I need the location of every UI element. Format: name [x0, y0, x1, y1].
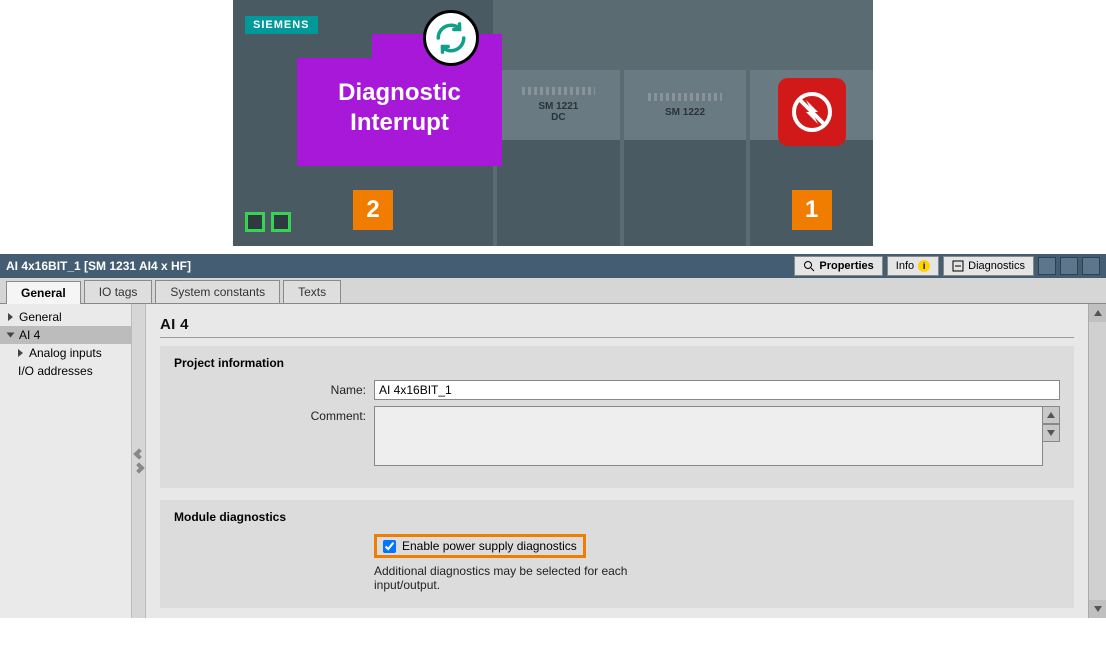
no-power-icon [778, 78, 846, 146]
io-module-slot[interactable]: SM 1221DC [497, 0, 620, 246]
enable-power-diag-highlight: Enable power supply diagnostics [374, 534, 586, 558]
module-diag-note: Additional diagnostics may be selected f… [374, 564, 674, 592]
module-label: SM 1222 [665, 107, 705, 118]
module-diag-heading: Module diagnostics [174, 510, 1060, 524]
brand-label: SIEMENS [245, 16, 318, 34]
name-label: Name: [174, 380, 374, 397]
window-max-button[interactable] [1082, 257, 1100, 275]
cpu-ports [245, 212, 291, 232]
chevron-right-icon [8, 313, 13, 321]
inspector-titlebar: AI 4x16BIT_1 [SM 1231 AI4 x HF] Properti… [0, 254, 1106, 278]
ethernet-port[interactable] [245, 212, 265, 232]
tab-texts[interactable]: Texts [283, 280, 341, 303]
io-module-slot[interactable]: SM 1222 [624, 0, 747, 246]
callout-number-1: 1 [792, 190, 832, 230]
section-title: AI 4 [160, 312, 1074, 338]
chevron-right-icon [18, 349, 23, 357]
nav-item-io-addresses[interactable]: I/O addresses [0, 362, 131, 380]
module-label: SM 1221 [538, 101, 578, 112]
properties-content: AI 4 Project information Name: Comment: [146, 304, 1088, 618]
properties-nav: General AI 4 Analog inputs I/O addresses [0, 304, 132, 618]
properties-button[interactable]: Properties [794, 256, 882, 276]
chevron-down-icon [7, 333, 15, 338]
callout-line2: Interrupt [350, 109, 449, 136]
content-scrollbar[interactable] [1088, 304, 1106, 618]
scroll-up-icon[interactable] [1089, 304, 1106, 322]
recycle-arrows-icon [423, 10, 479, 66]
enable-power-diag-checkbox[interactable] [383, 540, 396, 553]
info-icon: i [918, 260, 930, 272]
io-module-slot[interactable]: 1 [750, 0, 873, 246]
window-layout-button[interactable] [1038, 257, 1056, 275]
ethernet-port[interactable] [271, 212, 291, 232]
tab-io-tags[interactable]: IO tags [84, 280, 153, 303]
name-input[interactable] [374, 380, 1060, 400]
comment-label: Comment: [174, 406, 374, 423]
inspector-pane: General AI 4 Analog inputs I/O addresses… [0, 304, 1106, 618]
diagnostic-interrupt-callout: Diagnostic Interrupt [297, 58, 502, 166]
scroll-down-button[interactable] [1042, 424, 1060, 442]
nav-item-analog-inputs[interactable]: Analog inputs [0, 344, 131, 362]
nav-splitter[interactable] [132, 304, 146, 618]
hardware-rack: SIEMENS 2 Diagnostic Interrupt [233, 0, 873, 246]
scroll-up-button[interactable] [1042, 406, 1060, 424]
inspector-title: AI 4x16BIT_1 [SM 1231 AI4 x HF] [6, 259, 790, 273]
inspector-tabs: General IO tags System constants Texts [0, 278, 1106, 304]
project-information-card: Project information Name: Comment: [160, 346, 1074, 488]
callout-number-2: 2 [353, 190, 393, 230]
window-min-button[interactable] [1060, 257, 1078, 275]
tab-system-constants[interactable]: System constants [155, 280, 280, 303]
comment-textarea[interactable] [374, 406, 1043, 466]
scroll-down-icon[interactable] [1089, 600, 1106, 618]
tab-general[interactable]: General [6, 281, 81, 304]
info-button[interactable]: Info i [887, 256, 939, 276]
module-diagnostics-card: Module diagnostics Enable power supply d… [160, 500, 1074, 608]
nav-item-ai4[interactable]: AI 4 [0, 326, 131, 344]
enable-power-diag-label: Enable power supply diagnostics [402, 539, 577, 553]
nav-item-general[interactable]: General [0, 308, 131, 326]
callout-line1: Diagnostic [338, 79, 461, 106]
project-info-heading: Project information [174, 356, 1060, 370]
diagnostics-button[interactable]: Diagnostics [943, 256, 1034, 276]
